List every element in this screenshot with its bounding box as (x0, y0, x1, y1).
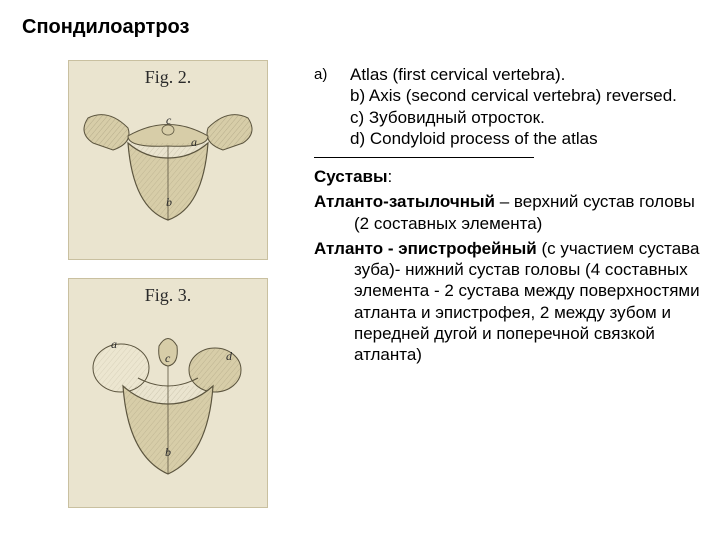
figure-2: Fig. 2. (68, 60, 268, 260)
joints-colon: : (388, 167, 393, 186)
fig2-label-c: c (166, 113, 172, 127)
divider (314, 157, 534, 158)
list-line-d: d) Condyloid process of the atlas (350, 128, 704, 149)
fig3-label-b: b (165, 445, 171, 459)
fig3-label-c: c (165, 351, 171, 365)
fig2-label-b: b (166, 195, 172, 209)
joints-heading-line: Суставы: (314, 166, 704, 187)
axis-illustration: a c d b (73, 306, 263, 496)
list-line-b: b) Axis (second cervical vertebra) rever… (350, 85, 704, 106)
figure-3-caption: Fig. 3. (69, 279, 267, 306)
fig3-label-d: d (226, 349, 233, 363)
list-body: Atlas (first cervical vertebra). b) Axis… (350, 64, 704, 149)
list-marker-a: a) (314, 64, 350, 149)
atlas-illustration: c a b (73, 88, 263, 248)
joint-1-name: Атланто-затылочный (314, 192, 495, 211)
list-line-c: c) Зубовидный отросток. (350, 107, 704, 128)
list-line-a: Atlas (first cervical vertebra). (350, 64, 704, 85)
slide: Спондилоартроз Fig. 2. (0, 0, 720, 540)
joint-2-name: Атланто - эпистрофейный (314, 239, 537, 258)
figure-2-caption: Fig. 2. (69, 61, 267, 88)
definition-list: a) Atlas (first cervical vertebra). b) A… (314, 64, 704, 149)
joint-1: Атланто-затылочный – верхний сустав голо… (314, 191, 704, 234)
text-column: a) Atlas (first cervical vertebra). b) A… (314, 64, 704, 369)
joint-2: Атланто - эпистрофейный (с участием суст… (314, 238, 704, 366)
joints-heading: Суставы (314, 167, 388, 186)
fig3-label-a: a (111, 337, 117, 351)
page-title: Спондилоартроз (22, 16, 189, 39)
figure-3: Fig. 3. (68, 278, 268, 508)
fig2-label-a: a (191, 135, 197, 149)
joints-block: Суставы: Атланто-затылочный – верхний су… (314, 166, 704, 365)
figure-column: Fig. 2. (68, 60, 268, 526)
